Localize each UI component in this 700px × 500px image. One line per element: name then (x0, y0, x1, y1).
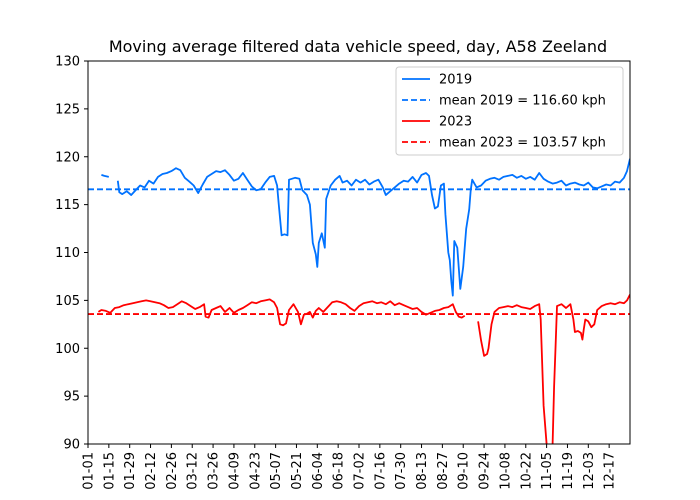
x-tick-label: 04-09 (227, 452, 242, 490)
x-tick-label: 11-19 (561, 452, 576, 490)
y-tick-label: 90 (63, 438, 80, 453)
y-tick-label: 100 (55, 342, 80, 357)
x-tick-label: 05-07 (269, 452, 284, 490)
series-2023-line-1 (477, 303, 548, 444)
series-2023-line-2 (551, 294, 630, 444)
x-tick-label: 05-21 (290, 452, 305, 490)
chart-title: Moving average filtered data vehicle spe… (109, 37, 607, 56)
x-tick-label: 02-12 (144, 452, 159, 490)
y-tick-label: 95 (63, 390, 80, 405)
y-tick-label: 130 (55, 55, 80, 70)
x-tick-label: 03-12 (186, 452, 201, 490)
legend-label-0: 2019 (439, 73, 472, 88)
x-tick-label: 07-02 (353, 452, 368, 490)
legend-label-1: mean 2019 = 116.60 kph (439, 94, 606, 109)
legend: 2019 mean 2019 = 116.60 kph 2023 mean 2023 … (395, 66, 624, 156)
x-tick-label: 08-27 (436, 452, 451, 490)
x-tick-label: 01-01 (82, 452, 97, 490)
x-tick-label: 01-15 (102, 452, 117, 490)
x-tick-label: 03-26 (207, 452, 222, 490)
x-tick-label: 08-13 (415, 452, 430, 490)
legend-label-3: mean 2023 = 103.57 kph (439, 136, 606, 151)
x-tick-label: 06-04 (311, 452, 326, 490)
data-group (88, 158, 630, 444)
x-tick-label: 11-05 (540, 452, 555, 490)
series-2023-line-0 (97, 298, 466, 327)
y-tick-label: 125 (55, 102, 80, 117)
y-tick-label: 110 (55, 246, 80, 261)
x-tick-label: 12-03 (582, 452, 597, 490)
series-2019-line-1 (116, 158, 630, 297)
x-tick-label: 02-26 (165, 452, 180, 490)
x-tick-label: 10-22 (519, 452, 534, 490)
x-tick-label: 07-16 (373, 452, 388, 490)
x-tick-label: 12-17 (603, 452, 618, 490)
x-tick-label: 06-18 (332, 452, 347, 490)
series-2019-line-0 (101, 174, 109, 178)
y-tick-label: 105 (55, 294, 80, 309)
x-tick-label: 09-24 (478, 452, 493, 490)
x-tick-label: 07-30 (394, 452, 409, 490)
x-tick-label: 04-23 (248, 452, 263, 490)
x-tick-label: 01-29 (123, 452, 138, 490)
y-tick-label: 115 (55, 198, 80, 213)
plot-area (88, 158, 630, 444)
y-tick-label: 120 (55, 150, 80, 165)
x-tick-label: 10-08 (498, 452, 513, 490)
x-tick-label: 09-10 (457, 452, 472, 490)
legend-label-2: 2023 (439, 115, 472, 130)
axes: 90 95 100 105 110 115 120 125 130 01-01 01-15 01-29… (55, 55, 631, 490)
legend-box (395, 66, 624, 156)
